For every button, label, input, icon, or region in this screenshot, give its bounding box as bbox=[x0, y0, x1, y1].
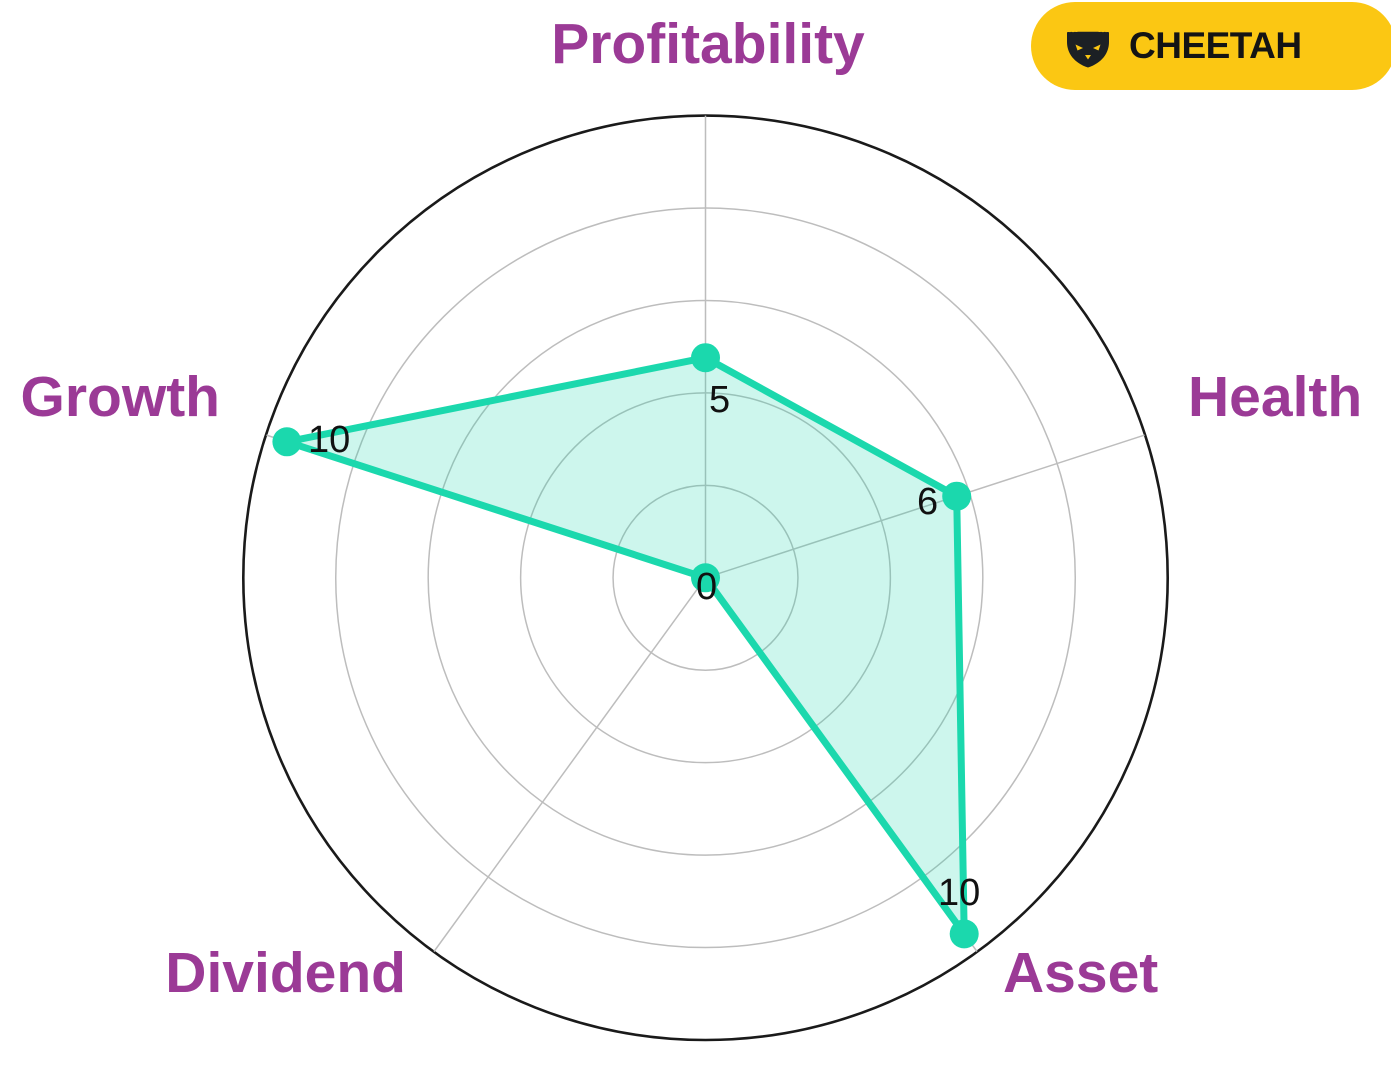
svg-text:Health: Health bbox=[1188, 365, 1362, 429]
svg-text:Growth: Growth bbox=[21, 365, 220, 429]
svg-text:Profitability: Profitability bbox=[551, 12, 865, 76]
svg-text:10: 10 bbox=[938, 872, 980, 914]
svg-text:5: 5 bbox=[709, 379, 730, 421]
svg-text:Asset: Asset bbox=[1003, 941, 1158, 1005]
svg-text:6: 6 bbox=[917, 481, 938, 523]
svg-text:Dividend: Dividend bbox=[165, 941, 406, 1005]
svg-text:10: 10 bbox=[308, 419, 350, 461]
svg-text:0: 0 bbox=[696, 566, 717, 608]
